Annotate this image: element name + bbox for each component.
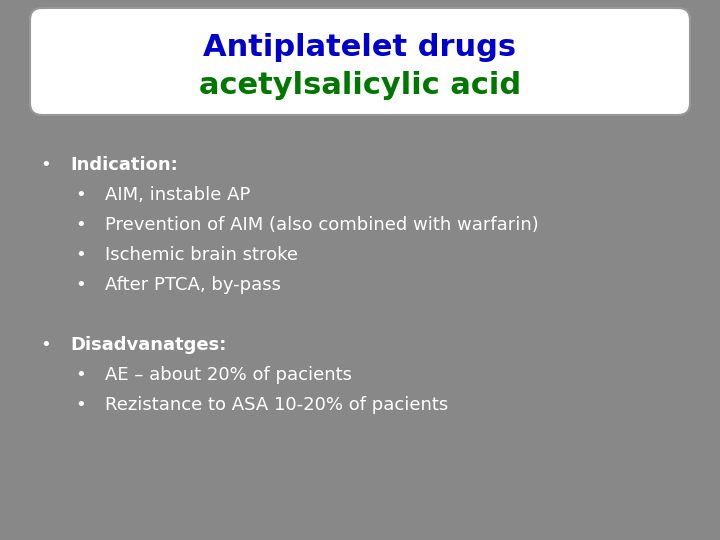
Text: •: • — [75, 366, 86, 384]
Text: •: • — [75, 396, 86, 414]
Text: After PTCA, by-pass: After PTCA, by-pass — [105, 276, 281, 294]
Text: acetylsalicylic acid: acetylsalicylic acid — [199, 71, 521, 99]
Text: •: • — [40, 336, 50, 354]
Text: Indication:: Indication: — [70, 156, 178, 174]
Text: AE – about 20% of pacients: AE – about 20% of pacients — [105, 366, 352, 384]
FancyBboxPatch shape — [15, 70, 705, 530]
Text: •: • — [75, 276, 86, 294]
Text: Ischemic brain stroke: Ischemic brain stroke — [105, 246, 298, 264]
Text: •: • — [75, 246, 86, 264]
Text: Disadvanatges:: Disadvanatges: — [70, 336, 226, 354]
FancyBboxPatch shape — [30, 8, 690, 115]
Text: Antiplatelet drugs: Antiplatelet drugs — [204, 33, 516, 63]
Text: Prevention of AIM (also combined with warfarin): Prevention of AIM (also combined with wa… — [105, 216, 539, 234]
Text: •: • — [40, 156, 50, 174]
Text: •: • — [75, 216, 86, 234]
Text: Rezistance to ASA 10-20% of pacients: Rezistance to ASA 10-20% of pacients — [105, 396, 449, 414]
Text: •: • — [75, 186, 86, 204]
Text: AIM, instable AP: AIM, instable AP — [105, 186, 251, 204]
